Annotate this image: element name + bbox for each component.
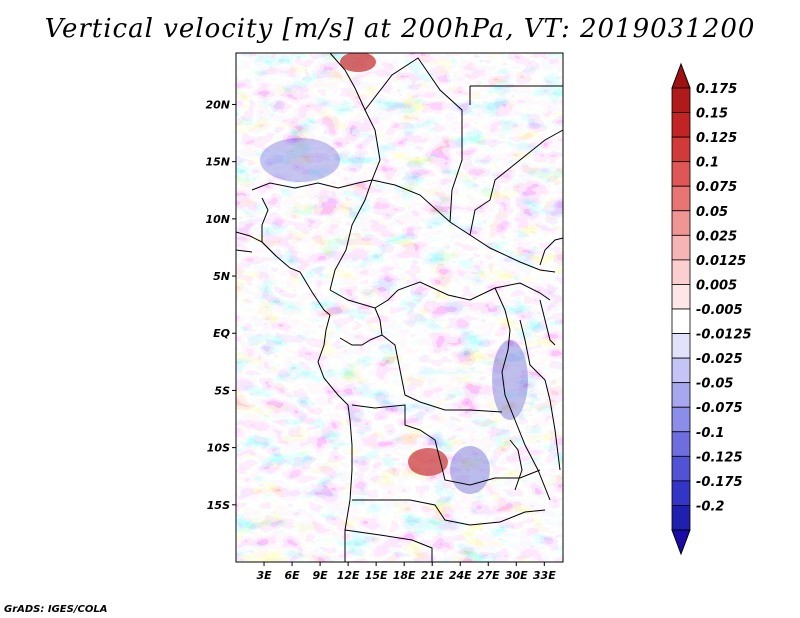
colorbar-swatch <box>671 308 691 334</box>
lat-tick-label: 15N <box>205 156 230 169</box>
software-credit: GrADS: IGES/COLA <box>4 604 108 615</box>
lon-tick-label: 21E <box>421 569 444 582</box>
lat-tick-label: 5N <box>213 270 230 283</box>
colorbar-swatch <box>671 406 691 433</box>
longitude-axis: 3E 6E 9E 12E 15E 18E 21E 24E 27E 30E 33E <box>256 562 556 582</box>
colorbar-label: 0.1 <box>696 156 719 171</box>
colorbar-label: -0.125 <box>696 450 743 465</box>
colorbar-swatch <box>671 480 691 506</box>
colorbar-label: 0.05 <box>696 205 728 220</box>
colorbar-swatch <box>671 455 691 482</box>
lon-tick-label: 12E <box>337 569 360 582</box>
velocity-field <box>236 53 563 562</box>
lat-tick-label: 20N <box>205 98 230 111</box>
lon-tick-label: 18E <box>393 569 416 582</box>
lon-tick-label: 24E <box>449 569 472 582</box>
colorbar-swatch <box>671 210 691 236</box>
lon-tick-label: 33E <box>533 569 556 582</box>
colorbar-label: 0.15 <box>696 107 728 122</box>
colorbar-label: -0.0125 <box>696 328 752 343</box>
colorbar-swatch <box>671 333 691 359</box>
lat-tick-label: 15S <box>207 499 230 512</box>
lat-tick-label: EQ <box>213 327 230 340</box>
colorbar-label: 0.125 <box>696 131 737 146</box>
colorbar-label: 0.075 <box>696 180 737 195</box>
colorbar-label: 0.005 <box>696 278 737 293</box>
colorbar-swatch <box>671 185 691 212</box>
lon-tick-label: 3E <box>256 569 272 582</box>
colorbar-label: -0.1 <box>696 426 724 441</box>
colorbar-swatch <box>671 259 691 285</box>
colorbar-min-arrow <box>671 529 691 556</box>
colorbar-swatch <box>671 161 691 187</box>
colorbar-swatch <box>671 431 691 457</box>
colorbar-label: 0.0125 <box>696 254 746 269</box>
colorbar-label: -0.005 <box>696 303 743 318</box>
lon-tick-label: 15E <box>365 569 388 582</box>
colorbar-label: 0.175 <box>696 82 737 97</box>
colorbar-label: -0.2 <box>696 499 724 514</box>
colorbar-max-arrow <box>671 62 691 89</box>
colorbar-label: -0.075 <box>696 401 743 416</box>
colorbar-label: -0.175 <box>696 475 743 490</box>
colorbar-swatch <box>671 505 691 531</box>
colorbar-swatch <box>671 357 691 384</box>
lat-tick-label: 5S <box>214 384 230 397</box>
chart-title: Vertical velocity [m/s] at 200hPa, VT: 2… <box>44 14 756 44</box>
lon-tick-label: 9E <box>312 569 328 582</box>
colorbar-label: 0.025 <box>696 229 737 244</box>
latitude-axis: 20N 15N 10N 5N EQ 5S 10S 15S <box>205 98 236 512</box>
colorbar-swatch <box>671 112 691 138</box>
map-frame <box>235 52 564 563</box>
colorbar-swatch <box>671 234 691 261</box>
lat-tick-label: 10N <box>205 213 230 226</box>
colorbar-swatch <box>671 136 691 163</box>
colorbar: 0.175 0.15 0.125 0.1 0.075 0.05 0.025 0.0125 0.0… <box>671 62 752 556</box>
colorbar-label: -0.05 <box>696 377 733 392</box>
colorbar-label: -0.025 <box>696 352 743 367</box>
country-borders <box>235 52 564 562</box>
lon-tick-label: 27E <box>477 569 500 582</box>
colorbar-swatch <box>671 284 691 310</box>
colorbar-swatch <box>671 87 691 113</box>
lon-tick-label: 30E <box>505 569 528 582</box>
lat-tick-label: 10S <box>207 442 230 455</box>
lon-tick-label: 6E <box>284 569 300 582</box>
colorbar-swatch <box>671 382 691 408</box>
